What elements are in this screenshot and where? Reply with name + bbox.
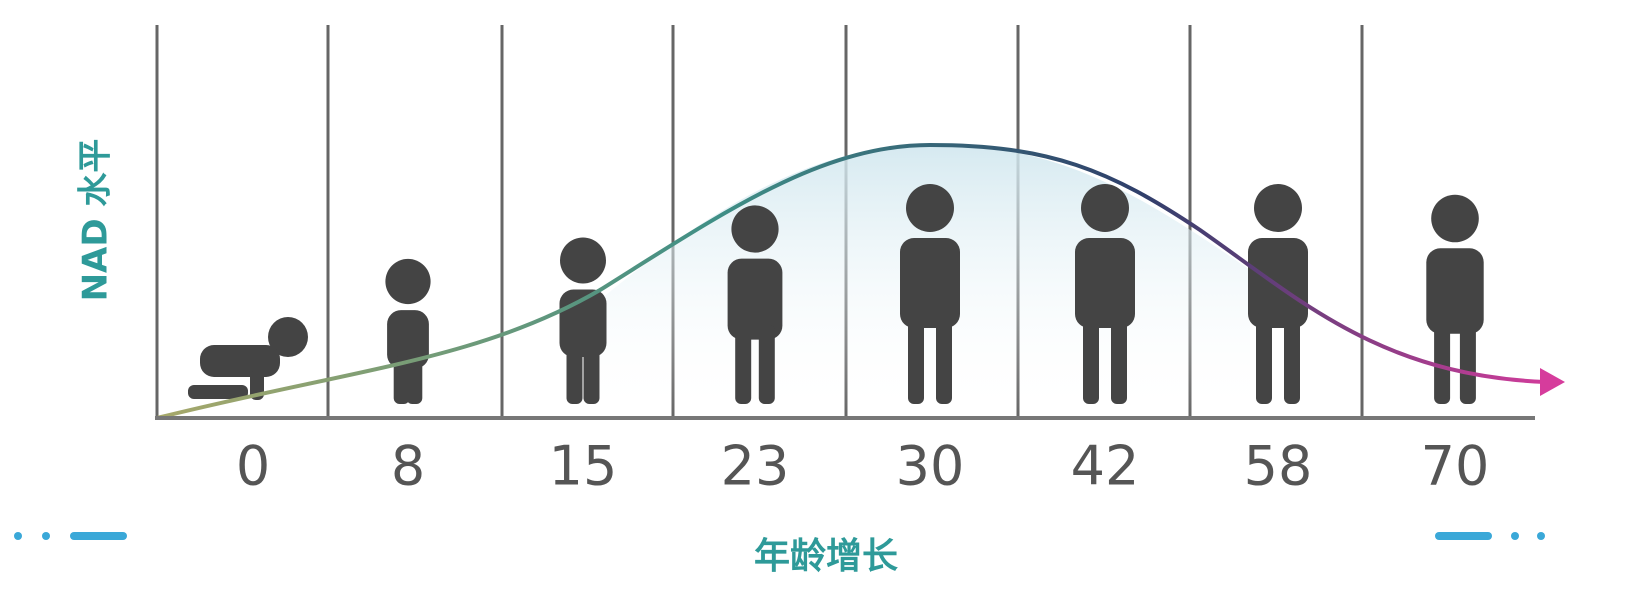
person-icon (385, 258, 431, 404)
leg (583, 343, 600, 404)
figures (188, 184, 1484, 404)
body (727, 258, 783, 340)
x-tick-label: 23 (721, 435, 790, 498)
decoration-right (1435, 532, 1545, 540)
nad-curve (156, 142, 1546, 420)
decoration-left (14, 532, 127, 540)
head (1081, 184, 1129, 232)
head (560, 237, 606, 284)
person-icon (559, 237, 607, 404)
head (1254, 184, 1302, 232)
x-tick-label: 42 (1071, 435, 1140, 498)
leg (936, 312, 952, 404)
leg (393, 356, 410, 404)
x-tick-label: 0 (236, 435, 270, 498)
x-tick-label: 30 (896, 435, 965, 498)
x-tick-label: 8 (391, 435, 425, 498)
person-icon (1248, 184, 1308, 404)
leg (566, 343, 583, 404)
leg (1111, 312, 1127, 404)
body (1248, 238, 1308, 328)
leg (1434, 318, 1451, 404)
leg (1083, 312, 1099, 404)
x-tick-label: 15 (549, 435, 618, 498)
curve-arrow (1540, 368, 1565, 396)
body (1075, 238, 1135, 328)
x-axis-title: 年龄增长 (754, 536, 898, 577)
y-axis-title: NAD 水平 (76, 139, 116, 302)
head (906, 184, 954, 232)
leg (1284, 312, 1300, 404)
body (200, 345, 280, 377)
x-tick-label: 58 (1244, 435, 1313, 498)
person-icon (1426, 194, 1484, 404)
x-tick-label: 70 (1421, 435, 1490, 498)
head (385, 258, 431, 305)
body (900, 238, 960, 328)
person-icon (1075, 184, 1135, 404)
leg (1459, 318, 1476, 404)
leg (908, 312, 924, 404)
leg (735, 324, 752, 404)
person-icon (900, 184, 960, 404)
person-icon (188, 317, 308, 400)
body (387, 310, 429, 369)
head (1431, 194, 1479, 243)
leg (758, 324, 775, 404)
leg (1256, 312, 1272, 404)
leg (406, 356, 423, 404)
head (268, 317, 308, 357)
body (1426, 248, 1484, 334)
head (731, 205, 779, 253)
limb (188, 385, 248, 399)
person-icon (727, 205, 783, 404)
